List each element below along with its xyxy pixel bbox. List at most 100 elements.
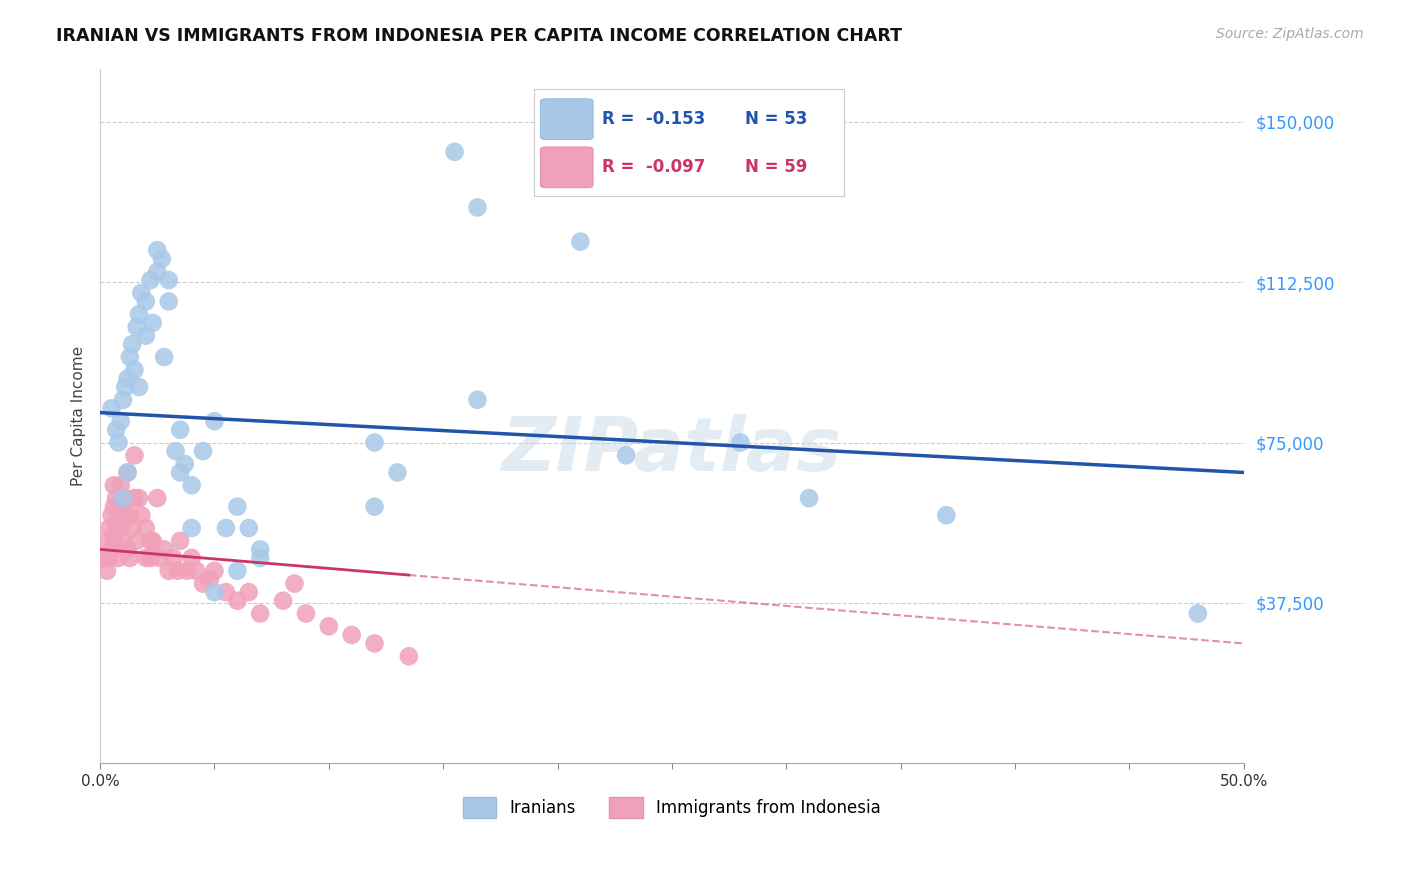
- Point: [98, 551, 121, 566]
- Point: [363, 636, 385, 650]
- Point: [157, 294, 180, 309]
- Point: [121, 521, 143, 535]
- Point: [157, 273, 180, 287]
- Point: [96, 564, 118, 578]
- Point: [204, 414, 226, 428]
- Point: [398, 649, 420, 664]
- Point: [103, 478, 125, 492]
- Point: [107, 508, 129, 523]
- Point: [363, 500, 385, 514]
- Point: [124, 448, 146, 462]
- Point: [249, 551, 271, 566]
- Point: [111, 392, 134, 407]
- Text: ZIPatlas: ZIPatlas: [502, 414, 842, 487]
- Point: [118, 551, 141, 566]
- Point: [283, 576, 305, 591]
- Point: [128, 380, 150, 394]
- Point: [135, 521, 157, 535]
- Point: [180, 551, 202, 566]
- Text: R =  -0.153: R = -0.153: [602, 111, 706, 128]
- Point: [443, 145, 465, 159]
- Point: [614, 448, 637, 462]
- Legend: Iranians, Immigrants from Indonesia: Iranians, Immigrants from Indonesia: [457, 790, 887, 824]
- Point: [180, 478, 202, 492]
- Point: [157, 564, 180, 578]
- Text: N = 59: N = 59: [745, 159, 807, 177]
- Point: [198, 572, 221, 586]
- Point: [135, 294, 157, 309]
- Point: [204, 585, 226, 599]
- Point: [226, 593, 249, 607]
- Point: [153, 350, 176, 364]
- Point: [107, 435, 129, 450]
- Point: [125, 533, 148, 548]
- Point: [98, 521, 121, 535]
- Point: [117, 542, 139, 557]
- Point: [103, 500, 125, 514]
- Point: [129, 285, 152, 300]
- Point: [467, 201, 489, 215]
- Point: [114, 491, 136, 505]
- Point: [797, 491, 820, 505]
- Point: [114, 380, 136, 394]
- Point: [135, 328, 157, 343]
- Point: [238, 585, 260, 599]
- Point: [146, 491, 169, 505]
- Point: [142, 533, 165, 548]
- Point: [128, 307, 150, 321]
- Point: [118, 350, 141, 364]
- Point: [387, 466, 409, 480]
- Text: Source: ZipAtlas.com: Source: ZipAtlas.com: [1216, 27, 1364, 41]
- Point: [169, 423, 191, 437]
- Point: [176, 564, 198, 578]
- Point: [191, 444, 214, 458]
- Point: [124, 363, 146, 377]
- Point: [226, 564, 249, 578]
- Point: [111, 500, 134, 514]
- Point: [249, 542, 271, 557]
- Point: [93, 551, 115, 566]
- Point: [100, 508, 122, 523]
- Point: [139, 273, 162, 287]
- Point: [121, 337, 143, 351]
- Point: [146, 264, 169, 278]
- Point: [105, 521, 128, 535]
- Point: [111, 533, 134, 548]
- Point: [340, 628, 363, 642]
- Point: [191, 576, 214, 591]
- Point: [129, 508, 152, 523]
- Point: [149, 551, 172, 566]
- Text: IRANIAN VS IMMIGRANTS FROM INDONESIA PER CAPITA INCOME CORRELATION CHART: IRANIAN VS IMMIGRANTS FROM INDONESIA PER…: [56, 27, 903, 45]
- Point: [146, 243, 169, 257]
- Point: [139, 533, 162, 548]
- Point: [467, 392, 489, 407]
- FancyBboxPatch shape: [540, 147, 593, 187]
- Point: [165, 444, 187, 458]
- Point: [114, 508, 136, 523]
- Point: [363, 435, 385, 450]
- Point: [1187, 607, 1209, 621]
- Point: [142, 316, 165, 330]
- Point: [128, 491, 150, 505]
- Point: [125, 320, 148, 334]
- Point: [180, 521, 202, 535]
- Point: [318, 619, 340, 633]
- Point: [569, 235, 592, 249]
- Text: N = 53: N = 53: [745, 111, 807, 128]
- Point: [167, 564, 190, 578]
- Point: [169, 533, 191, 548]
- Point: [110, 478, 132, 492]
- Point: [110, 414, 132, 428]
- Point: [105, 491, 128, 505]
- FancyBboxPatch shape: [540, 99, 593, 139]
- Y-axis label: Per Capita Income: Per Capita Income: [72, 346, 86, 486]
- Point: [186, 564, 208, 578]
- Point: [110, 521, 132, 535]
- Point: [249, 607, 271, 621]
- Point: [173, 457, 195, 471]
- Point: [162, 551, 184, 566]
- Point: [226, 500, 249, 514]
- Point: [103, 533, 125, 548]
- Point: [204, 564, 226, 578]
- Point: [153, 542, 176, 557]
